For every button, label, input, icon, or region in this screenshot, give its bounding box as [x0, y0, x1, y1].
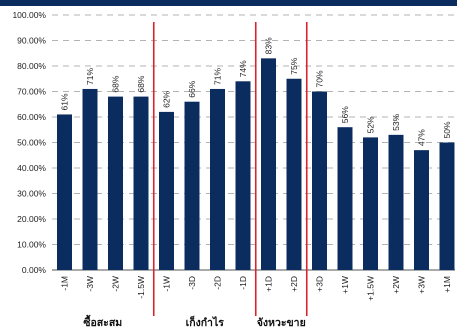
- data-labels: 61% 71% 68% 68% 62% 66% 71% 74% 83% 75% 70% 56% 52% 5…: [60, 37, 453, 146]
- data-label: 70%: [315, 70, 325, 87]
- y-tick-label: 100.00%: [12, 10, 46, 20]
- data-label: 56%: [340, 106, 350, 123]
- y-tick-label: 80.00%: [17, 61, 46, 71]
- group-label: เก็งกำไร: [186, 315, 225, 328]
- data-label: 71%: [85, 67, 95, 84]
- x-tick-label: -3D: [187, 276, 197, 290]
- x-tick-label: -2W: [111, 276, 121, 292]
- data-label: 74%: [238, 60, 248, 77]
- data-label: 68%: [111, 75, 121, 92]
- group-separators: [152, 22, 308, 316]
- group-labels: ซื้อสะสม เก็งกำไร จังหวะขาย: [83, 314, 306, 329]
- y-tick-label: 0.00%: [22, 265, 47, 275]
- bar: [439, 142, 455, 270]
- x-tick-label: -1M: [60, 276, 70, 291]
- x-tick-label: +1D: [264, 276, 274, 292]
- bar: [57, 114, 72, 270]
- x-tick-label: +2D: [289, 276, 299, 292]
- y-tick-label: 40.00%: [17, 163, 46, 173]
- data-label: 68%: [136, 75, 146, 92]
- data-label: 75%: [289, 57, 299, 74]
- x-tick-label: +2W: [391, 276, 401, 294]
- data-label: 47%: [417, 129, 427, 146]
- bar: [261, 58, 276, 270]
- x-tick-label: -1D: [238, 276, 248, 290]
- bars: [57, 58, 455, 271]
- data-label: 61%: [60, 93, 70, 110]
- y-tick-label: 70.00%: [17, 87, 46, 97]
- x-tick-label: +3W: [417, 276, 427, 294]
- data-label: 83%: [264, 37, 274, 54]
- top-header-band: [0, 0, 457, 6]
- x-tick-label: -1.5W: [136, 276, 146, 299]
- bar: [159, 111, 174, 271]
- bar: [235, 81, 251, 270]
- data-label: 53%: [391, 113, 401, 130]
- y-tick-label: 10.00%: [17, 240, 46, 250]
- y-tick-label: 50.00%: [17, 138, 46, 148]
- x-tick-label: -3W: [85, 276, 95, 292]
- y-tick-label: 20.00%: [17, 214, 46, 224]
- bar: [82, 88, 98, 270]
- x-tick-label: +1W: [340, 276, 350, 294]
- data-label: 50%: [442, 121, 452, 138]
- x-axis-ticks: -1M -3W -2W -1.5W -1W -3D -2D -1D +1D +2D +3D +1W +1…: [60, 276, 453, 301]
- bar: [133, 96, 149, 270]
- y-axis-ticks: 0.00% 10.00% 20.00% 30.00% 40.00% 50.00% 60.00…: [12, 10, 46, 275]
- x-tick-label: -1W: [162, 276, 172, 292]
- bar: [312, 91, 327, 270]
- data-label: 71%: [213, 67, 223, 84]
- data-label: 52%: [366, 116, 376, 133]
- group-label: จังหวะขาย: [257, 317, 306, 328]
- data-label: 62%: [162, 90, 172, 107]
- bar: [414, 150, 429, 270]
- y-tick-label: 60.00%: [17, 112, 46, 122]
- x-tick-label: +1.5W: [366, 276, 376, 301]
- group-label: ซื้อสะสม: [83, 314, 122, 328]
- x-tick-label: +3D: [315, 276, 325, 292]
- bar: [184, 101, 200, 270]
- y-tick-label: 90.00%: [17, 36, 46, 46]
- x-tick-label: -2D: [213, 276, 223, 290]
- bar: [337, 127, 353, 270]
- y-tick-label: 30.00%: [17, 189, 46, 199]
- bar: [210, 88, 225, 270]
- bar: [363, 137, 378, 270]
- x-tick-label: +1M: [442, 276, 452, 293]
- bar: [286, 78, 302, 270]
- data-label: 66%: [187, 80, 197, 97]
- bar: [108, 96, 123, 270]
- bar: [388, 134, 404, 270]
